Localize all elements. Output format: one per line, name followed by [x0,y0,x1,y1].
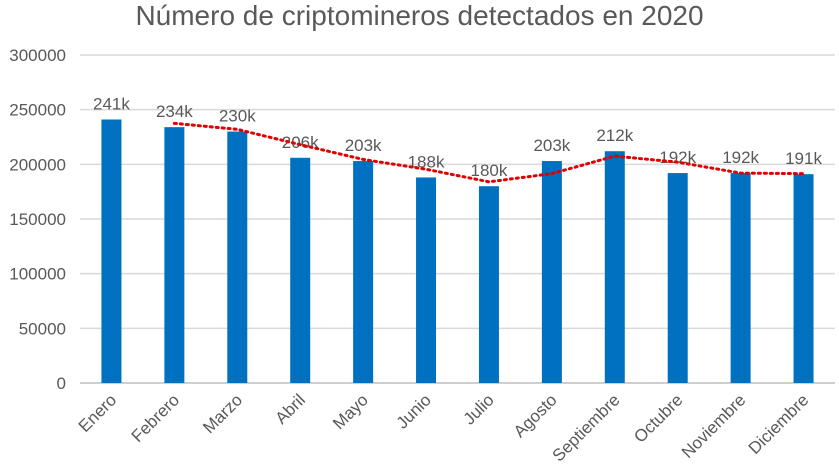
x-tick-label: Octubre [630,390,686,446]
data-label: 212k [596,126,633,145]
y-tick-label: 100000 [9,265,66,284]
data-label: 203k [533,136,570,155]
x-tick-label: Mayo [329,390,372,433]
data-label: 191k [785,149,822,168]
data-label: 234k [156,102,193,121]
bar [478,186,499,383]
bar [416,177,437,383]
y-tick-label: 50000 [19,319,66,338]
data-label: 180k [471,161,508,180]
x-tick-label: Marzo [199,390,246,437]
y-tick-label: 250000 [9,101,66,120]
y-tick-label: 150000 [9,210,66,229]
x-tick-label: Junio [393,390,435,432]
bar [227,131,248,383]
x-tick-label: Septiembre [549,390,624,465]
bar [353,161,374,383]
bar [667,173,688,383]
bar [541,161,562,383]
x-tick-label: Abril [272,390,309,427]
y-tick-label: 200000 [9,155,66,174]
trendline [172,121,806,184]
x-tick-label: Diciembre [745,390,813,458]
data-label: 192k [722,148,759,167]
data-label: 241k [93,95,130,114]
x-tick-label: Agosto [510,390,561,441]
bar [164,127,185,383]
y-tick-label: 300000 [9,46,66,65]
bar [793,174,814,383]
data-label: 230k [219,107,256,126]
x-tick-label: Noviembre [678,390,750,462]
chart-title: Número de criptomineros detectados en 20… [135,0,704,31]
data-label: 188k [408,152,445,171]
bar [290,157,311,383]
x-tick-label: Febrero [128,390,184,446]
data-label: 203k [345,136,382,155]
y-tick-label: 0 [57,374,66,393]
x-tick-label: Julio [460,390,498,428]
x-tick-label: Enero [75,390,121,436]
bar [101,119,122,384]
bar [604,151,625,383]
bar [730,173,751,383]
data-label: 192k [659,148,696,167]
